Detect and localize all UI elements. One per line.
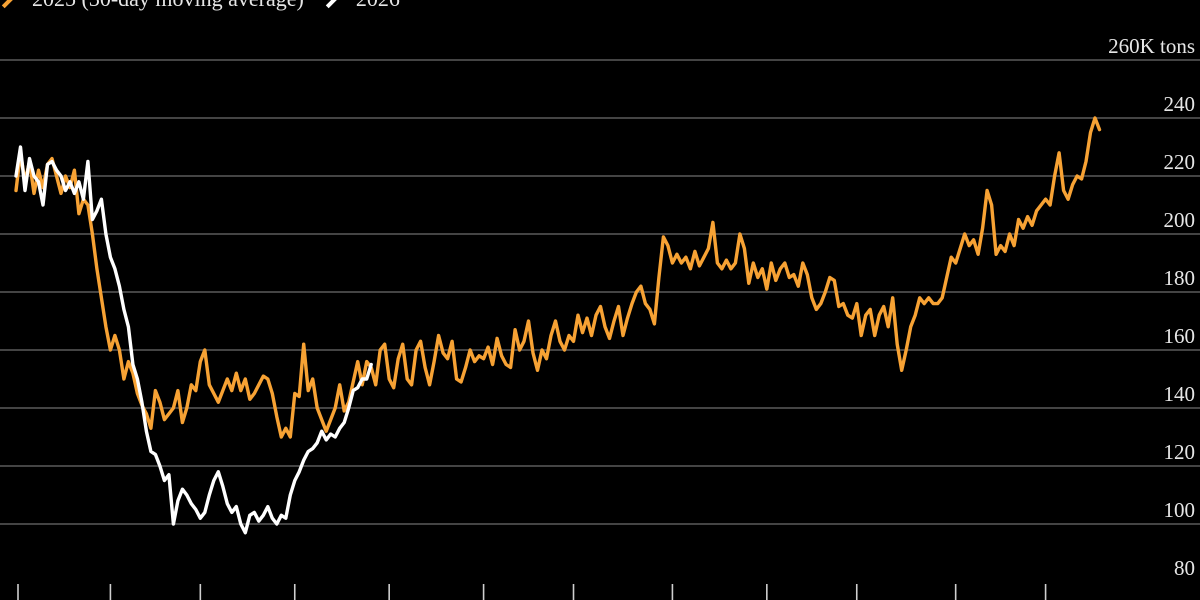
y-tick-label-80: 80 [1174,556,1195,580]
series-line-2026 [14,145,373,535]
legend-item-2025: 2025 (30-day moving average) [0,0,304,12]
y-tick-label-260: 260K tons [1108,34,1195,58]
legend-item-2026: 2026 [324,0,400,12]
y-tick-label-200: 200 [1164,208,1196,232]
y-tick-label-160: 160 [1164,324,1196,348]
legend-label-2026: 2026 [356,0,400,12]
series-lines [14,116,1102,535]
y-axis-labels: 80 100 120 140 160 180 200 220 240 260K tons [1108,34,1195,580]
y-tick-label-140: 140 [1164,382,1196,406]
y-tick-label-180: 180 [1164,266,1196,290]
x-axis-ticks [17,584,1047,600]
gridlines [0,59,1200,525]
y-tick-label-240: 240 [1164,92,1196,116]
y-tick-label-100: 100 [1164,498,1196,522]
legend: 2025 (30-day moving average) 2026 [0,0,420,12]
series-line-2025 [14,116,1102,439]
y-tick-label-120: 120 [1164,440,1196,464]
y-tick-label-220: 220 [1164,150,1196,174]
legend-label-2025: 2025 (30-day moving average) [32,0,304,12]
